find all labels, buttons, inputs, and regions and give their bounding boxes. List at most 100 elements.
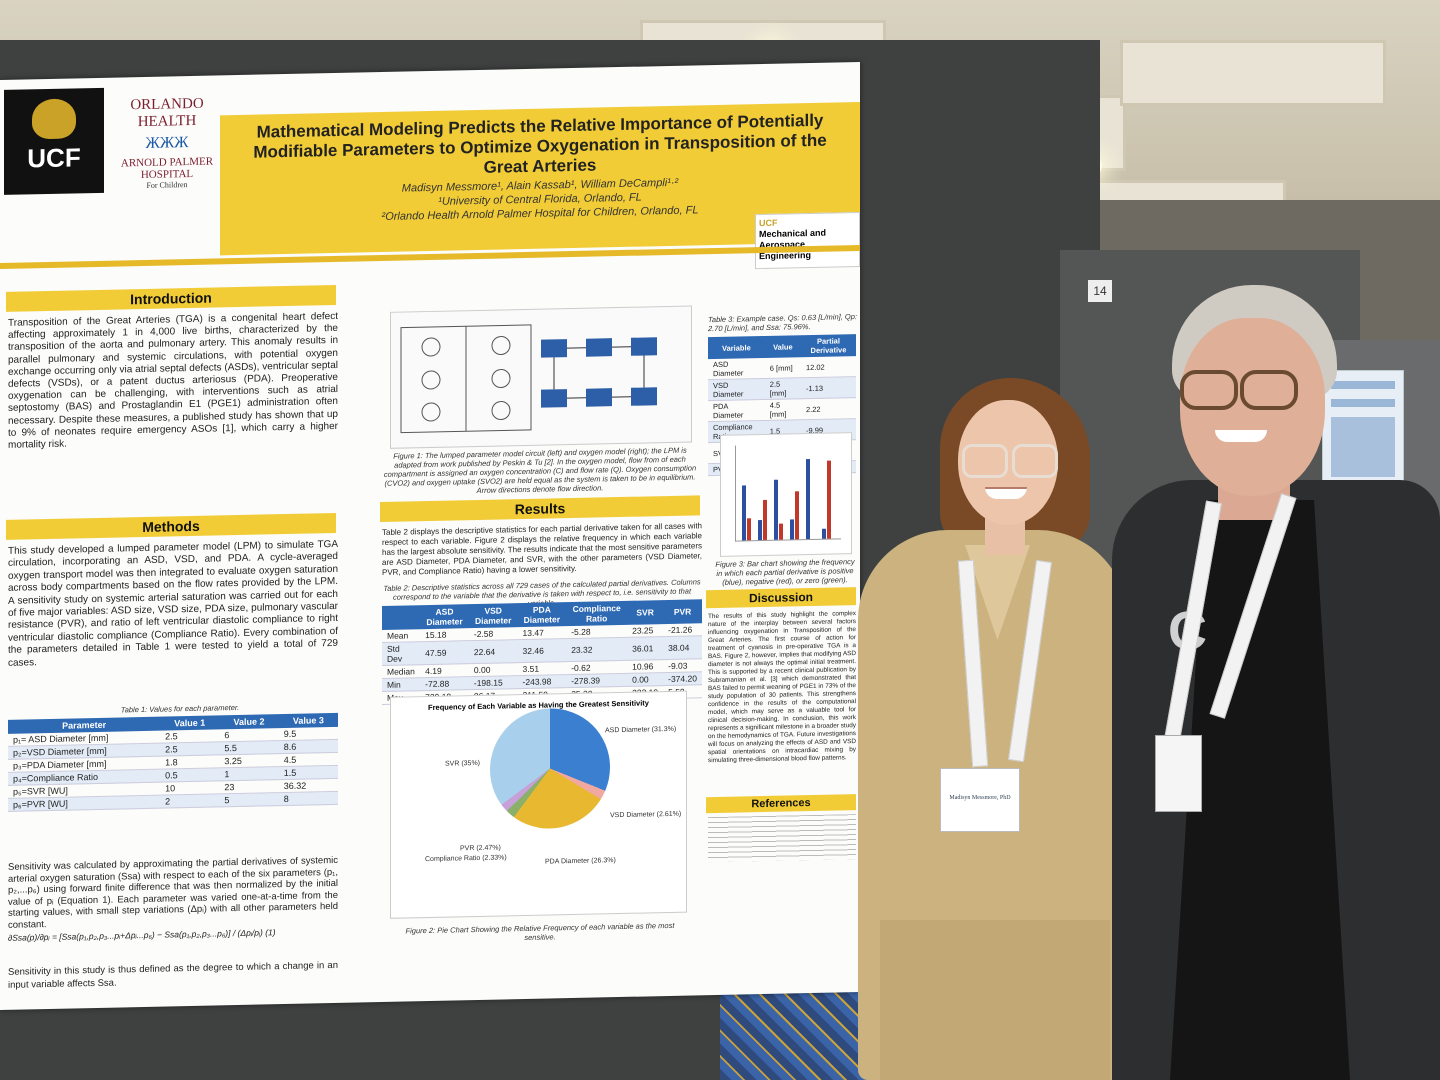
bar: [790, 519, 794, 540]
circuit-diagram-svg: [400, 324, 657, 434]
column-header: PDA Diameter: [517, 602, 567, 628]
bar-chart-figure: [720, 432, 852, 557]
table-cell: -1.13: [800, 376, 856, 399]
table-cell: -278.39: [566, 673, 628, 688]
column-header: Compliance Ratio: [566, 600, 628, 627]
bar: [827, 460, 831, 539]
column-header: Value: [764, 335, 801, 358]
methods-heading: Methods: [6, 512, 336, 540]
table-cell: 22.64: [468, 639, 518, 664]
table-cell: 0.00: [627, 672, 664, 687]
column-header: SVR: [627, 600, 664, 625]
table-cell: 1: [219, 766, 279, 781]
column-header: [382, 605, 421, 630]
pie-label-vsd: VSD Diameter (2.61%): [610, 810, 682, 820]
table-cell: p₆=PVR [WU]: [8, 795, 161, 812]
table3-caption: Table 3: Example case. Qs: 0.63 [L/min],…: [708, 312, 857, 334]
circuit-diagram: [390, 305, 692, 449]
bar: [747, 518, 751, 541]
table-cell: 0.5: [160, 767, 220, 783]
statistics-table: ASD Diameter VSD Diameter PDA Diameter Comp…: [382, 599, 702, 705]
ucf-logo: UCF: [4, 87, 104, 195]
woman-glasses-icon: [1012, 444, 1058, 478]
pie-label-asd: ASD Diameter (31.3%): [605, 725, 677, 735]
pegasus-icon: [32, 98, 76, 140]
table-cell: -0.62: [566, 660, 628, 675]
table-cell: 1.8: [160, 754, 220, 770]
hospital-subtitle: For Children: [146, 180, 188, 190]
woman-badge-name: Madisyn Messmore, PhD: [949, 795, 1011, 801]
table-cell: 3.25: [219, 753, 279, 768]
board-number: 14: [1088, 280, 1112, 302]
table-cell: 5: [219, 792, 279, 807]
table-cell: 12.02: [800, 356, 856, 378]
table-cell: Std Dev: [382, 641, 421, 666]
bar: [758, 520, 762, 541]
introduction-heading: Introduction: [6, 284, 336, 312]
table-cell: 4.5 [mm]: [764, 398, 801, 421]
table-cell: 36.01: [627, 636, 664, 661]
table-cell: 2: [160, 793, 220, 809]
table-cell: -2.58: [468, 627, 518, 641]
table-cell: Min: [382, 677, 421, 692]
bar-chart: [735, 443, 841, 542]
discussion-text: The results of this study highlight the …: [708, 610, 856, 765]
table-cell: 0.00: [468, 662, 518, 677]
pie-label-pda: PDA Diameter (26.3%): [545, 857, 616, 866]
table-cell: 13.47: [517, 626, 567, 640]
table-cell: 6 [mm]: [764, 357, 801, 379]
introduction-text: Transposition of the Great Arteries (TGA…: [8, 310, 338, 451]
man-glasses-icon: [1180, 370, 1238, 410]
man-smile: [1215, 430, 1267, 442]
table-cell: 10: [160, 780, 220, 796]
department-logo: UCF Mechanical and Aerospace Engineering: [755, 211, 860, 270]
column-header: Value 1: [160, 715, 220, 731]
bar: [779, 523, 783, 540]
orlando-health-text: ORLANDO HEALTH: [130, 95, 204, 131]
woman-name-badge: Madisyn Messmore, PhD: [940, 768, 1020, 832]
bar: [742, 485, 746, 541]
figure3-caption: Figure 3: Bar chart showing the frequenc…: [715, 557, 855, 587]
table-cell: Median: [382, 664, 421, 679]
references-heading: References: [706, 794, 856, 814]
ucf-logo-text: UCF: [27, 142, 81, 174]
table-cell: -374.20: [663, 671, 702, 686]
figure2-caption: Figure 2: Pie Chart Showing the Relative…: [405, 920, 675, 943]
table-cell: 36.32: [278, 778, 338, 793]
table-header-row: Variable Value Partial Derivative: [708, 334, 856, 360]
table-cell: -9.03: [663, 658, 702, 673]
poster-title: Mathematical Modeling Predicts the Relat…: [253, 110, 827, 177]
table-cell: 23: [219, 779, 279, 794]
column-header: Partial Derivative: [800, 334, 856, 358]
woman-smile: [985, 487, 1027, 499]
woman-face: [958, 400, 1058, 525]
table-cell: VSD Diameter: [708, 378, 765, 401]
sensitivity-definition: Sensitivity in this study is thus define…: [8, 959, 338, 991]
table-cell: 5.5: [219, 740, 279, 755]
results-text: Table 2 displays the descriptive statist…: [382, 521, 702, 577]
table-cell: 3.51: [517, 661, 567, 676]
table-cell: 32.46: [517, 638, 567, 663]
orlando-health-logo: ORLANDO HEALTH ЖЖЖ ARNOLD PALMER HOSPITA…: [112, 95, 222, 207]
table-cell: Mean: [382, 629, 421, 643]
table-cell: 1.5: [278, 765, 338, 780]
table-cell: 8.6: [278, 739, 338, 754]
hospital-name: ARNOLD PALMER HOSPITAL: [120, 155, 214, 182]
pie-label-pvr: PVR (2.47%): [460, 844, 501, 853]
column-header: ASD Diameter: [420, 604, 469, 630]
ceiling-panel: [1120, 40, 1386, 106]
table-cell: 2.22: [800, 397, 856, 420]
column-header: VSD Diameter: [468, 603, 518, 629]
column-header: PVR: [663, 599, 702, 625]
ucf-small-logo: UCF: [759, 217, 778, 229]
references-list: [708, 814, 856, 863]
table-cell: 10.96: [627, 659, 664, 674]
table-cell: 4.5: [278, 752, 338, 767]
discussion-heading: Discussion: [706, 587, 856, 609]
table-cell: 2.5 [mm]: [764, 377, 801, 400]
table-cell: 4.19: [420, 663, 469, 678]
column-header: Value 2: [219, 714, 279, 730]
sensitivity-text: Sensitivity was calculated by approximat…: [8, 854, 338, 931]
bar: [795, 491, 799, 540]
woman-suit-pants: [880, 920, 1110, 1080]
